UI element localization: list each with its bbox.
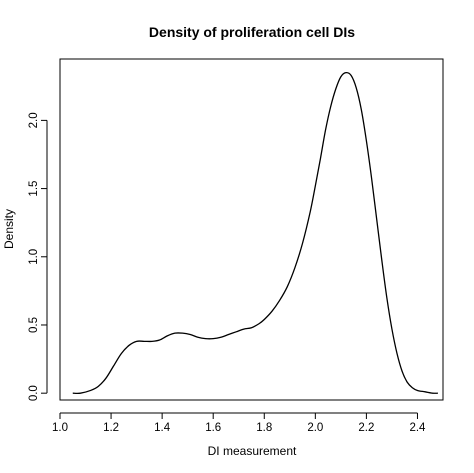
x-tick-label: 1.0 bbox=[52, 422, 68, 434]
x-tick-label: 1.2 bbox=[103, 422, 119, 434]
y-tick-label: 1.5 bbox=[28, 181, 40, 197]
density-curve bbox=[72, 71, 438, 395]
y-axis: 0.0 0.5 1.0 1.5 2.0 bbox=[28, 112, 48, 401]
plot-frame bbox=[59, 58, 444, 401]
y-tick-label: 0.0 bbox=[28, 385, 40, 401]
x-tick-label: 2.0 bbox=[307, 422, 323, 434]
x-tick-label: 1.6 bbox=[205, 422, 221, 434]
y-axis-label: Density bbox=[2, 209, 16, 249]
y-tick-label: 2.0 bbox=[28, 112, 40, 128]
x-tick-label: 2.2 bbox=[358, 422, 374, 434]
x-axis: 1.0 1.2 1.4 1.6 1.8 2.0 2.2 2.4 bbox=[52, 412, 426, 434]
y-tick-label: 1.0 bbox=[28, 249, 40, 265]
x-tick-label: 1.8 bbox=[256, 422, 272, 434]
x-tick-label: 1.4 bbox=[154, 422, 171, 434]
chart-title: Density of proliferation cell DIs bbox=[149, 24, 355, 40]
y-tick-label: 0.5 bbox=[28, 317, 40, 333]
x-tick-label: 2.4 bbox=[409, 422, 426, 434]
series-group bbox=[72, 71, 438, 395]
x-axis-label: DI measurement bbox=[208, 444, 297, 458]
